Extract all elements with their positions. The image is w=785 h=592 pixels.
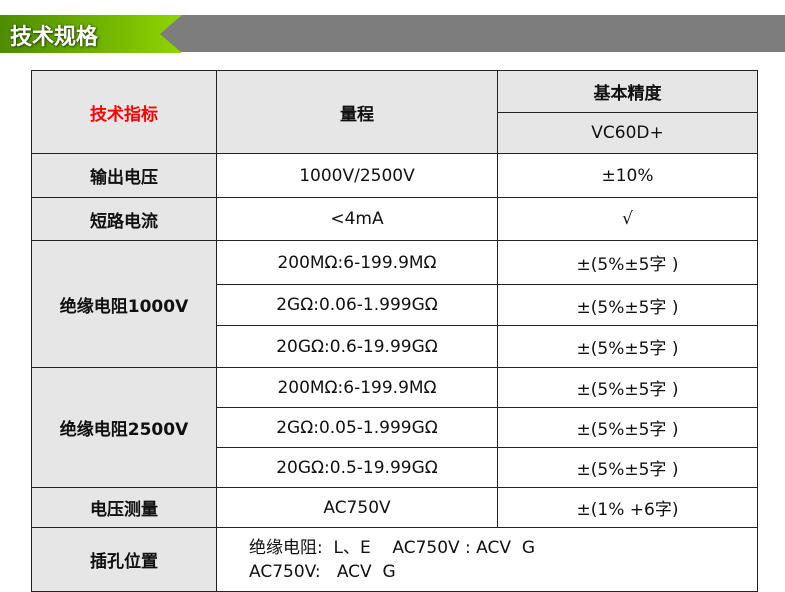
jack-positions: 绝缘电阻: L、E AC750V : ACV G AC750V: ACV G	[216, 527, 758, 592]
row-range: 20GΩ:0.5-19.99GΩ	[216, 447, 498, 488]
header-accuracy: 基本精度	[497, 70, 758, 113]
table-row: 绝缘电阻2500V 200MΩ:6-199.9MΩ ±(5%±5字 )	[31, 367, 758, 488]
section-banner: 技术规格	[0, 15, 785, 53]
banner-tab: 技术规格	[0, 15, 182, 53]
table-row: 短路电流 <4mA √	[31, 197, 758, 241]
table-row: 2GΩ:0.05-1.999GΩ ±(5%±5字 )	[32, 407, 758, 448]
table-row: 2GΩ:0.06-1.999GΩ ±(5%±5字 )	[32, 284, 758, 326]
row-accuracy: √	[497, 197, 758, 241]
header-row: 技术指标 量程 基本精度	[31, 70, 758, 154]
row-label: 输出电压	[31, 153, 217, 198]
jack-line-1: 绝缘电阻: L、E AC750V : ACV G	[249, 537, 535, 558]
row-range: 20GΩ:0.6-19.99GΩ	[216, 325, 498, 368]
table-row: 输出电压 1000V/2500V ±10%	[31, 153, 758, 198]
banner-bar	[150, 15, 785, 52]
table-row: 绝缘电阻1000V 200MΩ:6-199.9MΩ ±(5%±5字 )	[31, 240, 758, 368]
table-row: 插孔位置 绝缘电阻: L、E AC750V : ACV G AC750V: ACV…	[31, 527, 758, 592]
banner-title: 技术规格	[10, 25, 99, 50]
row-accuracy: ±(5%±5字 )	[497, 240, 758, 285]
header-range: 量程	[216, 70, 498, 154]
row-range: <4mA	[216, 197, 498, 241]
row-range: 2GΩ:0.06-1.999GΩ	[216, 284, 498, 326]
header-spec: 技术指标	[31, 70, 217, 154]
row-accuracy: ±(5%±5字 )	[497, 284, 758, 326]
row-accuracy: ±(5%±5字 )	[497, 407, 758, 448]
row-range: 2GΩ:0.05-1.999GΩ	[216, 407, 498, 448]
header-model: VC60D+	[497, 112, 758, 154]
row-accuracy: ±(5%±5字 )	[497, 447, 758, 488]
table-row: 电压测量 AC750V ±(1% +6字)	[31, 487, 758, 528]
jack-line-2: AC750V: ACV G	[249, 561, 396, 582]
row-label: 绝缘电阻1000V	[31, 240, 217, 368]
row-label: 电压测量	[31, 487, 217, 528]
table-row: 20GΩ:0.5-19.99GΩ ±(5%±5字 )	[32, 447, 758, 488]
row-accuracy: ±10%	[497, 153, 758, 198]
row-accuracy: ±(5%±5字 )	[497, 325, 758, 368]
row-accuracy: ±(1% +6字)	[497, 487, 758, 528]
row-range: 200MΩ:6-199.9MΩ	[216, 367, 498, 408]
row-range: 200MΩ:6-199.9MΩ	[216, 240, 498, 285]
row-label: 绝缘电阻2500V	[31, 367, 217, 488]
row-accuracy: ±(5%±5字 )	[497, 367, 758, 408]
table-row: 20GΩ:0.6-19.99GΩ ±(5%±5字 )	[32, 325, 758, 368]
row-range: 1000V/2500V	[216, 153, 498, 198]
spec-table: 技术指标 量程 基本精度 VC60D+ 输出电压 1000V/2500V ±10…	[31, 70, 758, 592]
row-label: 插孔位置	[31, 527, 217, 592]
row-range: AC750V	[216, 487, 498, 528]
row-label: 短路电流	[31, 197, 217, 241]
